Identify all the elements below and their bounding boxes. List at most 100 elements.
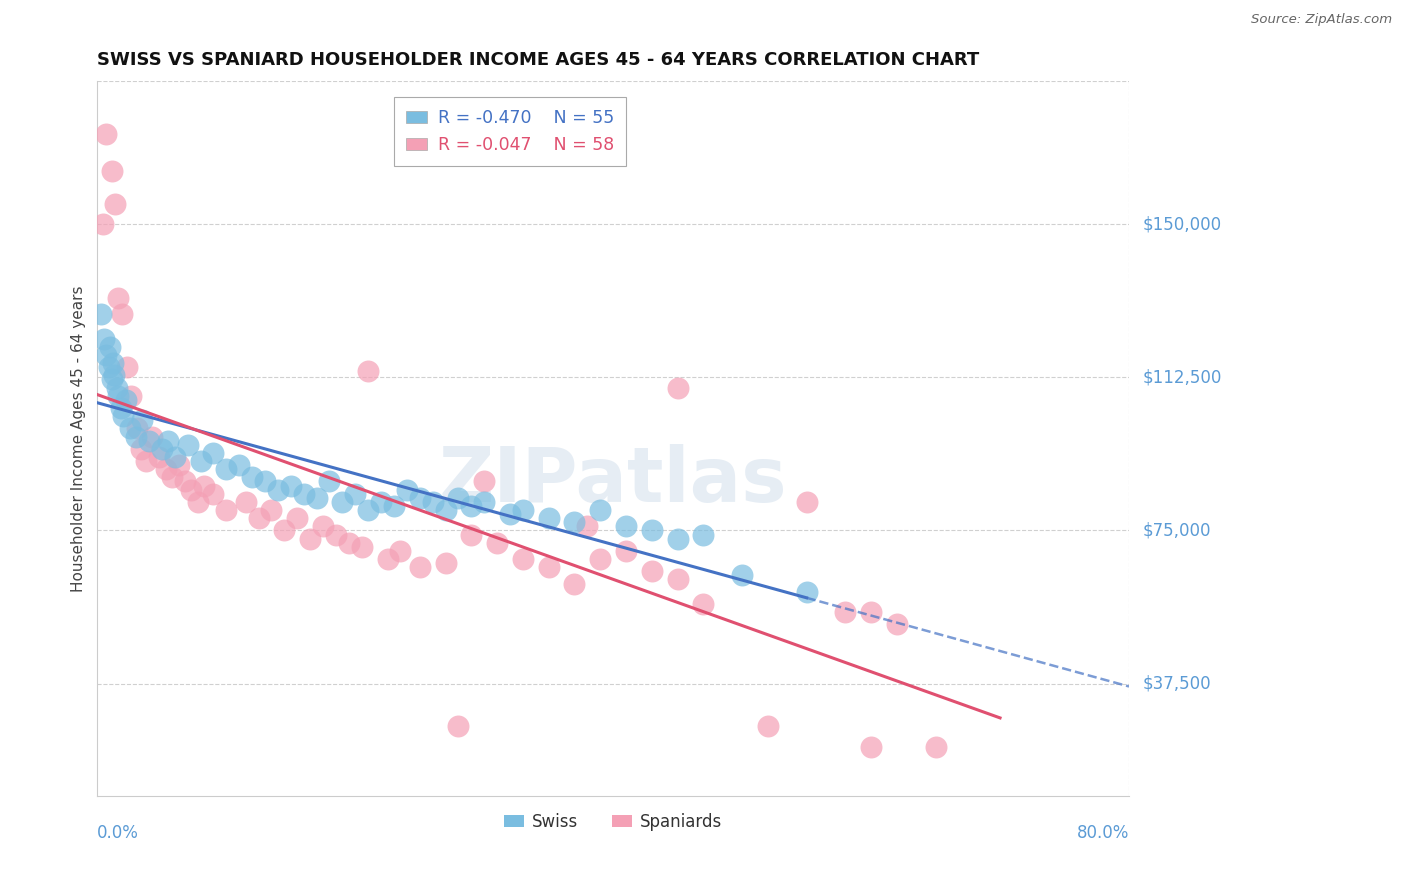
Point <box>107 291 129 305</box>
Point <box>370 495 392 509</box>
Point <box>96 348 118 362</box>
Point <box>180 483 202 497</box>
Point <box>97 360 120 375</box>
Point <box>163 450 186 464</box>
Point <box>666 573 689 587</box>
Point <box>860 605 883 619</box>
Point <box>100 164 122 178</box>
Point <box>860 739 883 754</box>
Point <box>337 535 360 549</box>
Point <box>160 470 183 484</box>
Point <box>157 434 180 448</box>
Point <box>834 605 856 619</box>
Point <box>215 503 238 517</box>
Text: SWISS VS SPANIARD HOUSEHOLDER INCOME AGES 45 - 64 YEARS CORRELATION CHART: SWISS VS SPANIARD HOUSEHOLDER INCOME AGE… <box>97 51 980 69</box>
Point <box>350 540 373 554</box>
Point <box>886 617 908 632</box>
Point <box>292 486 315 500</box>
Point <box>422 495 444 509</box>
Point <box>135 454 157 468</box>
Point <box>141 429 163 443</box>
Point <box>93 332 115 346</box>
Point <box>115 360 138 375</box>
Point <box>614 544 637 558</box>
Point <box>193 478 215 492</box>
Point <box>260 503 283 517</box>
Point <box>120 389 142 403</box>
Point <box>395 483 418 497</box>
Point <box>90 307 112 321</box>
Point <box>692 597 714 611</box>
Point <box>564 576 586 591</box>
Point <box>486 535 509 549</box>
Point <box>273 524 295 538</box>
Point <box>377 552 399 566</box>
Point <box>756 719 779 733</box>
Point <box>235 495 257 509</box>
Point <box>253 475 276 489</box>
Point <box>382 499 405 513</box>
Point <box>332 495 354 509</box>
Point <box>589 503 612 517</box>
Point <box>280 478 302 492</box>
Point <box>409 491 432 505</box>
Point <box>499 507 522 521</box>
Point <box>110 401 132 415</box>
Point <box>247 511 270 525</box>
Point <box>614 519 637 533</box>
Point <box>434 556 457 570</box>
Point <box>564 516 586 530</box>
Point <box>641 564 664 578</box>
Point <box>228 458 250 472</box>
Point <box>434 503 457 517</box>
Point <box>187 495 209 509</box>
Point <box>155 462 177 476</box>
Point <box>127 421 149 435</box>
Point <box>447 719 470 733</box>
Point <box>357 364 380 378</box>
Point <box>96 128 118 142</box>
Point <box>111 307 134 321</box>
Point <box>129 442 152 456</box>
Point <box>357 503 380 517</box>
Point <box>460 527 482 541</box>
Point <box>285 511 308 525</box>
Point <box>105 380 128 394</box>
Point <box>641 524 664 538</box>
Point <box>138 434 160 448</box>
Point <box>131 413 153 427</box>
Point <box>512 552 534 566</box>
Point <box>692 527 714 541</box>
Point <box>537 511 560 525</box>
Text: Source: ZipAtlas.com: Source: ZipAtlas.com <box>1251 13 1392 27</box>
Point <box>472 475 495 489</box>
Text: $37,500: $37,500 <box>1143 674 1212 692</box>
Point <box>512 503 534 517</box>
Point <box>98 340 121 354</box>
Point <box>666 380 689 394</box>
Point <box>460 499 482 513</box>
Point <box>174 475 197 489</box>
Point <box>107 389 129 403</box>
Point <box>589 552 612 566</box>
Point <box>389 544 412 558</box>
Point <box>312 519 335 533</box>
Point <box>267 483 290 497</box>
Point <box>150 442 173 456</box>
Point <box>91 217 114 231</box>
Text: $112,500: $112,500 <box>1143 368 1222 386</box>
Point <box>167 458 190 472</box>
Point <box>112 409 135 424</box>
Point <box>240 470 263 484</box>
Point <box>148 450 170 464</box>
Point <box>731 568 754 582</box>
Point <box>796 584 818 599</box>
Point <box>103 368 125 383</box>
Text: $75,000: $75,000 <box>1143 522 1212 540</box>
Text: ZIPatlas: ZIPatlas <box>439 444 787 518</box>
Point <box>202 486 225 500</box>
Y-axis label: Householder Income Ages 45 - 64 years: Householder Income Ages 45 - 64 years <box>72 285 86 592</box>
Point <box>104 197 127 211</box>
Point <box>344 486 367 500</box>
Point <box>325 527 347 541</box>
